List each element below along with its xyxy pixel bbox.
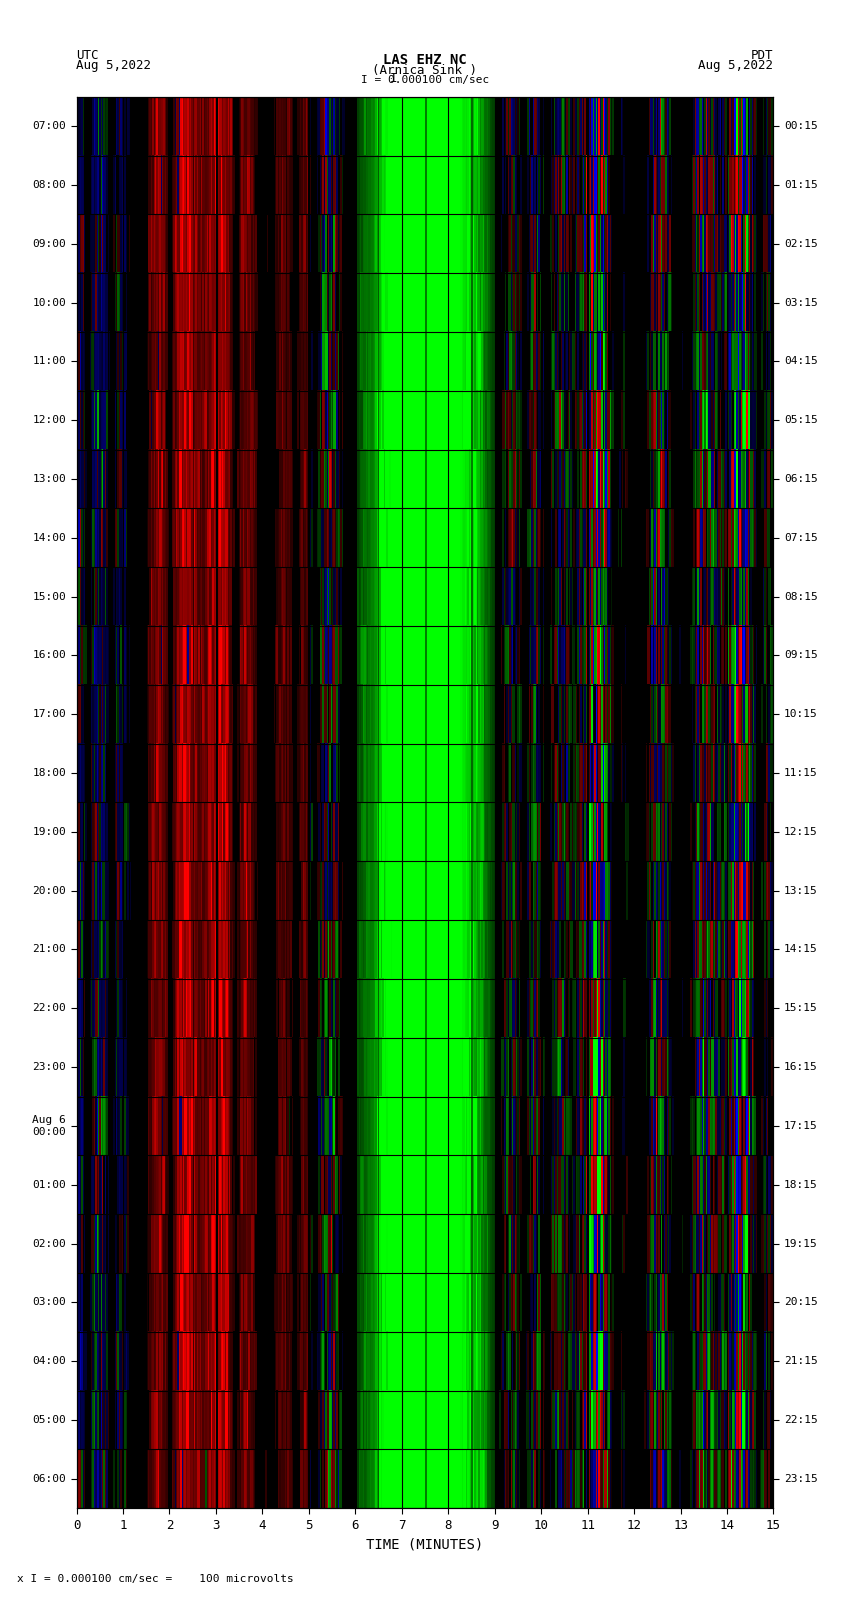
Text: Aug 5,2022: Aug 5,2022 bbox=[699, 58, 774, 71]
Text: (Arnica Sink ): (Arnica Sink ) bbox=[372, 63, 478, 77]
Text: UTC: UTC bbox=[76, 48, 99, 63]
Text: I: I bbox=[390, 71, 397, 84]
Text: LAS EHZ NC: LAS EHZ NC bbox=[383, 53, 467, 66]
Text: I = 0.000100 cm/sec: I = 0.000100 cm/sec bbox=[361, 74, 489, 84]
Text: x I = 0.000100 cm/sec =    100 microvolts: x I = 0.000100 cm/sec = 100 microvolts bbox=[17, 1574, 294, 1584]
X-axis label: TIME (MINUTES): TIME (MINUTES) bbox=[366, 1537, 484, 1552]
Text: Aug 5,2022: Aug 5,2022 bbox=[76, 58, 151, 71]
Text: PDT: PDT bbox=[751, 48, 774, 63]
